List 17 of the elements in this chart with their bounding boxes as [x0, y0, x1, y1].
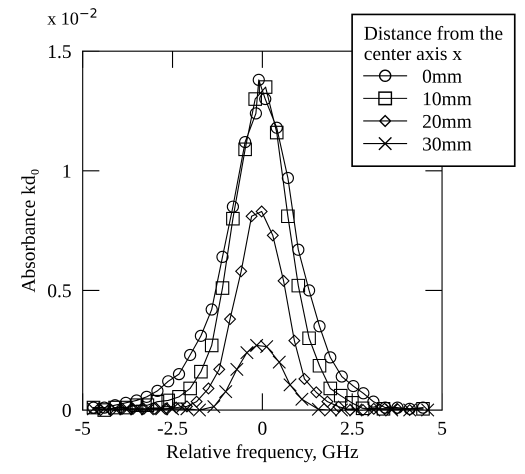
- legend-label: 30mm: [423, 137, 472, 151]
- legend-label: 0mm: [422, 70, 462, 83]
- x-tick-label: -2.5: [158, 422, 188, 435]
- legend-label: 10mm: [424, 92, 472, 106]
- y-axis-title: Absorbance kd₀: [21, 170, 39, 292]
- y-tick-label: 0.5: [48, 284, 71, 298]
- y-tick-label: 0: [62, 404, 71, 417]
- x-tick-label: 0: [258, 422, 266, 435]
- legend-title: Distance from the center axis x: [364, 26, 502, 60]
- legend-label: 20mm: [422, 114, 472, 128]
- x-tick-label: 2.5: [340, 422, 364, 435]
- y-tick-label: 1.5: [48, 45, 71, 58]
- x-axis-title: Relative frequency, GHz: [166, 444, 358, 462]
- x-tick-label: -5: [75, 422, 90, 435]
- y-tick-label: 1: [64, 164, 70, 178]
- x-tick-label: 5: [438, 422, 446, 435]
- text: x 10$^{−2}$: [47, 8, 96, 25]
